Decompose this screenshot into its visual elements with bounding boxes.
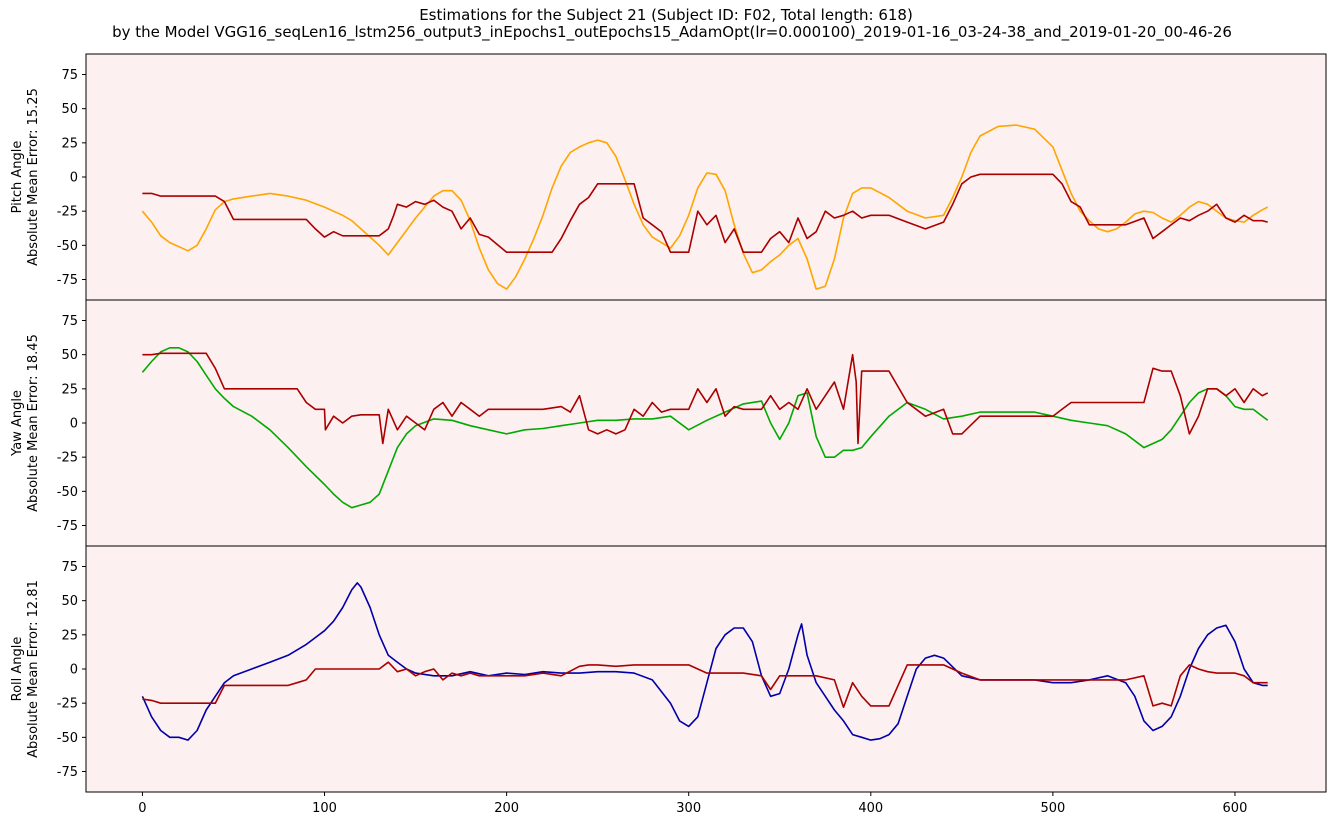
- y-tick-label: 0: [70, 417, 78, 432]
- y-axis-label-error: Absolute Mean Error: 15.25: [26, 88, 41, 266]
- y-tick-label: 50: [61, 348, 78, 363]
- y-tick-label: -75: [57, 273, 78, 288]
- series-line-estimated: [142, 173, 1268, 253]
- y-tick-label: 50: [61, 102, 78, 117]
- panel-3: -75 -50 -25 0 25 50 75 Roll Angle Absolute Mean …: [10, 545, 1327, 816]
- chart-subtitle: by the Model VGG16_seqLen16_lstm256_outp…: [112, 23, 1232, 42]
- y-tick-label: -75: [57, 765, 78, 780]
- y-axis-label: Roll Angle: [10, 637, 25, 702]
- y-tick-label: -50: [57, 485, 78, 500]
- x-tick-label: 0: [138, 801, 146, 816]
- y-tick-label: -25: [57, 205, 78, 220]
- y-tick-label: 75: [61, 560, 78, 575]
- plot-background: [86, 54, 1326, 300]
- y-tick-label: -25: [57, 451, 78, 466]
- x-tick-label: 400: [858, 801, 883, 816]
- plot-background: [86, 546, 1326, 792]
- x-tick-label: 600: [1223, 801, 1248, 816]
- y-tick-label: 75: [61, 68, 78, 83]
- y-tick-label: 25: [61, 136, 78, 151]
- series-line-actual: [141, 346, 1269, 509]
- y-tick-label: 25: [61, 628, 78, 643]
- y-tick-label: -25: [57, 697, 78, 712]
- x-tick-label: 300: [676, 801, 701, 816]
- y-axis-label-error: Absolute Mean Error: 18.45: [26, 334, 41, 512]
- x-tick-label: 100: [312, 801, 337, 816]
- y-tick-label: 75: [61, 314, 78, 329]
- x-tick-label: 200: [494, 801, 519, 816]
- panel-1: -75 -50 -25 0 25 50 75 Pitch Angle Absolute Mean…: [10, 53, 1327, 301]
- x-tick-label: 500: [1040, 801, 1065, 816]
- series-line-estimated: [142, 352, 1269, 445]
- y-tick-label: -50: [57, 731, 78, 746]
- plot-background: [86, 300, 1326, 546]
- y-tick-label: 25: [61, 382, 78, 397]
- y-tick-label: -75: [57, 519, 78, 534]
- y-tick-label: -50: [57, 239, 78, 254]
- y-tick-label: 0: [70, 663, 78, 678]
- y-axis-label-error: Absolute Mean Error: 12.81: [26, 580, 41, 758]
- y-axis-label: Yaw Angle: [10, 390, 25, 457]
- y-tick-label: 0: [70, 171, 78, 186]
- series-line-actual: [141, 124, 1269, 290]
- chart-title: Estimations for the Subject 21 (Subject …: [419, 6, 913, 24]
- y-axis-label: Pitch Angle: [10, 141, 25, 214]
- series-line-actual: [141, 582, 1268, 741]
- panel-2: -75 -50 -25 0 25 50 75 Yaw Angle Absolute Mean E…: [10, 299, 1327, 547]
- y-tick-label: 50: [61, 594, 78, 609]
- series-line-estimated: [142, 661, 1268, 709]
